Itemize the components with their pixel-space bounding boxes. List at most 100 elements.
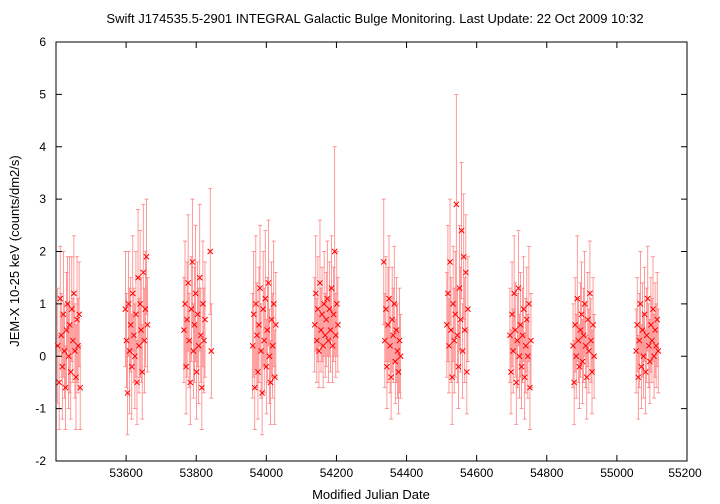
data-point	[450, 300, 457, 307]
data-point	[143, 253, 150, 260]
data-point	[571, 379, 578, 386]
data-point	[641, 311, 648, 318]
data-point	[129, 290, 136, 297]
data-point	[587, 337, 594, 344]
y-tick-label: 5	[39, 87, 46, 101]
x-tick: 55000	[600, 42, 634, 480]
data-point	[319, 311, 326, 318]
data-point	[189, 259, 196, 265]
data-point	[330, 311, 337, 318]
data-point	[251, 384, 258, 391]
data-point	[323, 316, 330, 323]
data-point	[272, 321, 279, 328]
data-point	[521, 374, 528, 381]
data-point	[202, 316, 208, 323]
data-point	[317, 279, 323, 286]
x-axis-label: Modified Julian Date	[312, 487, 430, 502]
data-point	[586, 290, 593, 297]
data-point	[462, 269, 469, 276]
data-point	[311, 321, 318, 328]
data-point	[263, 363, 270, 370]
data-point	[194, 311, 201, 318]
data-point	[453, 201, 460, 208]
data-point	[69, 337, 76, 344]
x-tick-label: 53800	[180, 466, 214, 480]
data-point	[58, 332, 65, 339]
data-point	[256, 321, 262, 328]
data-point	[514, 337, 521, 344]
data-point	[315, 348, 322, 354]
data-markers	[54, 201, 662, 396]
data-point	[259, 389, 266, 396]
y-tick-label: -1	[35, 402, 46, 416]
data-point	[638, 363, 645, 370]
data-point	[125, 300, 132, 307]
data-point	[382, 306, 389, 313]
data-point	[123, 337, 130, 344]
data-point	[396, 337, 403, 344]
data-point	[581, 300, 588, 307]
data-point	[324, 295, 331, 302]
data-point	[585, 348, 592, 354]
data-point	[197, 332, 204, 339]
y-tick-label: 6	[39, 35, 46, 49]
data-point	[192, 290, 199, 297]
x-tick-label: 53600	[109, 466, 143, 480]
data-point	[446, 342, 452, 349]
data-point	[642, 369, 649, 375]
y-tick: 6	[39, 35, 687, 49]
data-point	[262, 295, 269, 302]
data-point	[381, 337, 388, 344]
data-point	[511, 290, 518, 297]
data-point	[460, 253, 467, 260]
data-point	[397, 353, 404, 360]
data-point	[455, 363, 462, 370]
data-point	[65, 353, 72, 360]
data-point	[68, 306, 75, 313]
data-point	[269, 342, 276, 349]
x-tick: 54800	[530, 42, 564, 480]
data-point	[140, 269, 147, 276]
data-point	[386, 295, 392, 302]
data-point	[257, 285, 263, 292]
data-point	[575, 337, 582, 344]
data-point	[512, 327, 519, 334]
data-point	[443, 321, 450, 328]
data-point	[394, 348, 401, 354]
y-tick-label: 3	[39, 192, 46, 206]
data-point	[71, 348, 78, 354]
data-point	[144, 321, 151, 328]
y-tick-label: 2	[39, 245, 46, 259]
x-tick: 54600	[460, 42, 494, 480]
data-point	[199, 300, 206, 307]
data-point	[135, 274, 141, 281]
data-point	[454, 332, 461, 339]
chart-title: Swift J174535.5-2901 INTEGRAL Galactic B…	[106, 11, 643, 26]
data-point	[334, 321, 341, 328]
data-point	[573, 353, 580, 360]
x-tick: 53600	[109, 42, 143, 480]
y-tick: 5	[39, 87, 687, 101]
data-point	[590, 321, 597, 328]
data-point	[463, 369, 470, 375]
data-point	[70, 290, 77, 297]
data-point	[385, 321, 391, 328]
y-tick: 3	[39, 192, 687, 206]
data-point	[448, 327, 455, 334]
data-point	[73, 374, 79, 381]
x-tick-label: 55200	[668, 466, 702, 480]
data-point	[447, 259, 453, 265]
x-tick-label: 54200	[320, 466, 354, 480]
x-tick-label: 54400	[390, 466, 424, 480]
data-point	[388, 374, 395, 381]
data-point	[74, 316, 80, 323]
data-point	[456, 285, 463, 292]
data-point	[517, 321, 524, 328]
data-point	[326, 306, 333, 313]
data-point	[332, 332, 339, 339]
data-point	[182, 300, 188, 307]
data-point	[321, 300, 328, 307]
data-point	[138, 327, 145, 334]
data-point	[258, 348, 265, 354]
